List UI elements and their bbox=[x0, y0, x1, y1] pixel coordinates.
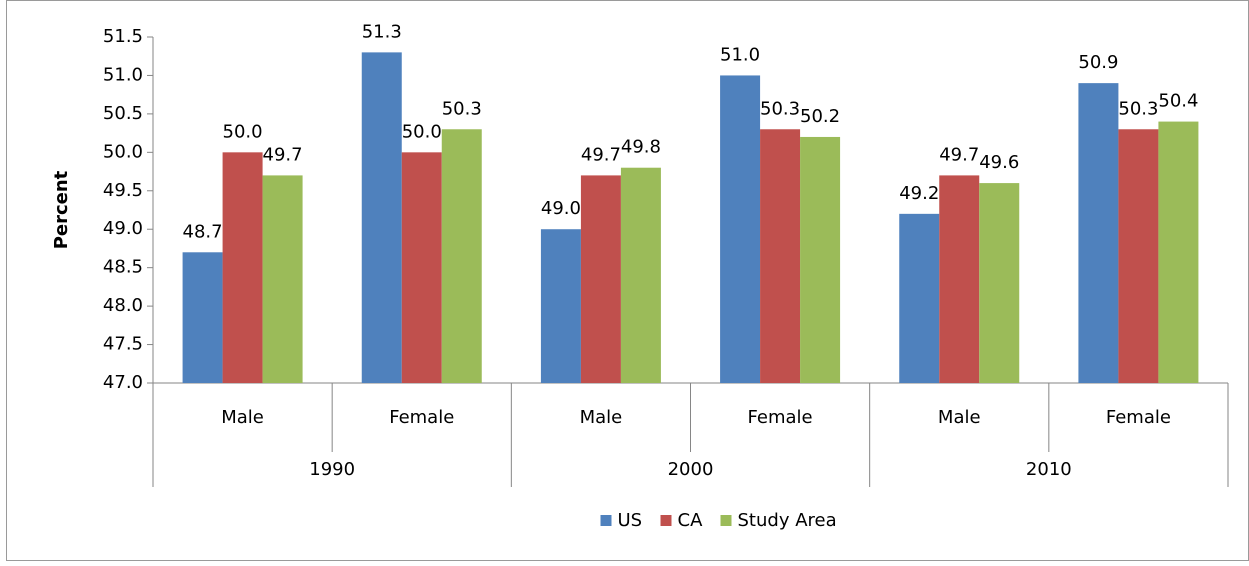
x-tick-label: Male bbox=[938, 407, 981, 428]
bar bbox=[262, 175, 303, 383]
y-tick-label: 50.5 bbox=[103, 103, 143, 124]
bar bbox=[361, 52, 402, 383]
y-tick-label: 47.5 bbox=[103, 334, 143, 355]
y-tick-label: 49.0 bbox=[103, 218, 143, 239]
data-label: 50.3 bbox=[442, 98, 482, 119]
y-tick-label: 48.0 bbox=[103, 295, 143, 316]
bar bbox=[182, 252, 223, 383]
legend-swatch bbox=[720, 515, 732, 526]
bar bbox=[1078, 83, 1119, 383]
legend-swatch bbox=[660, 515, 672, 526]
x-group-label: 1990 bbox=[309, 459, 355, 480]
data-label: 49.7 bbox=[263, 144, 303, 165]
y-tick-label: 48.5 bbox=[103, 257, 143, 278]
data-label: 51.3 bbox=[362, 21, 402, 42]
bar bbox=[1158, 121, 1199, 384]
data-label: 50.3 bbox=[760, 98, 800, 119]
bar bbox=[760, 129, 801, 383]
bar bbox=[800, 136, 841, 383]
x-tick-label: Male bbox=[580, 407, 623, 428]
y-axis-title: Percent bbox=[51, 170, 72, 249]
data-label: 49.0 bbox=[541, 198, 581, 219]
y-tick-label: 47.0 bbox=[103, 372, 143, 393]
data-label: 50.4 bbox=[1158, 91, 1198, 112]
data-label: 48.7 bbox=[183, 221, 223, 242]
x-tick-label: Female bbox=[748, 407, 813, 428]
y-tick-label: 51.0 bbox=[103, 64, 143, 85]
data-label: 49.7 bbox=[939, 144, 979, 165]
x-tick-label: Female bbox=[389, 407, 454, 428]
bar bbox=[939, 175, 980, 383]
data-label: 51.0 bbox=[720, 44, 760, 65]
data-label: 50.9 bbox=[1078, 52, 1118, 73]
y-tick-label: 49.5 bbox=[103, 180, 143, 201]
x-tick-label: Male bbox=[221, 407, 264, 428]
bar bbox=[441, 129, 482, 383]
data-label: 49.2 bbox=[899, 183, 939, 204]
bar bbox=[540, 229, 581, 383]
legend-label: CA bbox=[678, 510, 704, 531]
y-tick-label: 50.0 bbox=[103, 141, 143, 162]
bar bbox=[1118, 129, 1159, 383]
x-group-label: 2010 bbox=[1026, 459, 1072, 480]
data-label: 50.2 bbox=[800, 106, 840, 127]
bar bbox=[401, 152, 442, 383]
data-label: 49.7 bbox=[581, 144, 621, 165]
bar bbox=[979, 183, 1020, 383]
bar bbox=[222, 152, 263, 383]
legend-label: US bbox=[618, 510, 643, 531]
bar bbox=[720, 75, 761, 383]
x-tick-label: Female bbox=[1106, 407, 1171, 428]
data-label: 50.3 bbox=[1118, 98, 1158, 119]
y-tick-label: 51.5 bbox=[103, 26, 143, 47]
bar bbox=[899, 213, 940, 383]
bar bbox=[580, 175, 621, 383]
legend-label: Study Area bbox=[738, 510, 837, 531]
data-label: 50.0 bbox=[402, 121, 442, 142]
bar bbox=[620, 167, 661, 383]
data-label: 50.0 bbox=[223, 121, 263, 142]
data-label: 49.6 bbox=[979, 152, 1019, 173]
legend-swatch bbox=[600, 515, 612, 526]
data-label: 49.8 bbox=[621, 137, 661, 158]
x-group-label: 2000 bbox=[668, 459, 714, 480]
